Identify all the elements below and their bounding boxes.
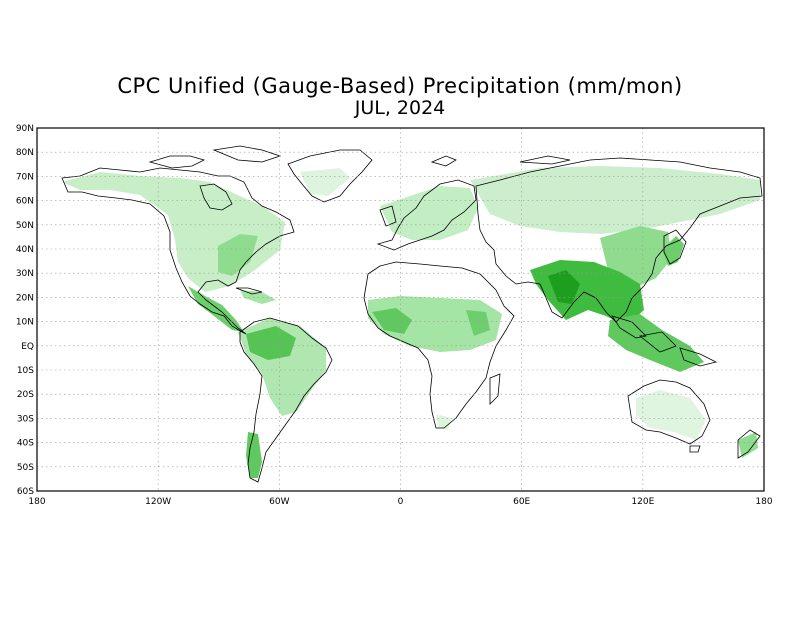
longitude-label: 180 bbox=[28, 497, 45, 507]
map-frame bbox=[36, 127, 765, 492]
latitude-label: 40N bbox=[16, 245, 34, 255]
rain-siberia bbox=[470, 166, 760, 234]
precipitation-layer bbox=[62, 166, 760, 478]
latitude-label: 10S bbox=[17, 366, 34, 376]
latitude-label: 90N bbox=[16, 124, 34, 134]
rain-amazon-core bbox=[246, 326, 296, 360]
latitude-label: 80N bbox=[16, 148, 34, 158]
rain-australia bbox=[636, 390, 706, 440]
coastlines bbox=[61, 145, 763, 483]
latitude-label: 30N bbox=[16, 269, 34, 279]
rain-europe bbox=[380, 186, 478, 240]
longitude-label: 0 bbox=[398, 497, 404, 507]
longitude-label: 120E bbox=[631, 497, 654, 507]
longitude-label: 180 bbox=[755, 497, 772, 507]
latitude-label: 50N bbox=[16, 221, 34, 231]
latitude-label: 60N bbox=[16, 197, 34, 207]
longitude-labels: 180 120W 60W 0 60E 120E 180 bbox=[28, 497, 772, 507]
latitude-labels: 90N 80N 70N 60N 50N 40N 30N 20N 10N EQ 10S 20S 30S 40… bbox=[16, 124, 34, 497]
latitude-label: 70N bbox=[16, 172, 34, 182]
map-subtitle: JUL, 2024 bbox=[354, 97, 446, 119]
latitude-label: 20S bbox=[17, 390, 34, 400]
longitude-label: 60E bbox=[513, 497, 530, 507]
latitude-label: 30S bbox=[17, 414, 34, 424]
rain-west-africa-core bbox=[372, 308, 412, 334]
rain-india-core bbox=[548, 270, 580, 304]
rain-eastern-us bbox=[218, 234, 258, 276]
rain-north-america bbox=[62, 172, 285, 292]
latitude-label: 20N bbox=[16, 293, 34, 303]
rain-greenland bbox=[300, 168, 350, 196]
latitude-label: 40S bbox=[17, 439, 34, 449]
longitude-label: 120W bbox=[145, 497, 171, 507]
rain-chile bbox=[246, 432, 262, 478]
map-title: CPC Unified (Gauge-Based) Precipitation … bbox=[117, 74, 683, 98]
graticule bbox=[37, 128, 764, 491]
rain-maritime bbox=[608, 314, 704, 372]
rain-ethiopia bbox=[466, 310, 490, 336]
latitude-label: 60S bbox=[17, 487, 34, 497]
latitude-label: 10N bbox=[16, 318, 34, 328]
rain-caribbean bbox=[240, 290, 276, 304]
rain-south-africa bbox=[436, 414, 452, 430]
latitude-label: EQ bbox=[21, 342, 34, 352]
longitude-label: 60W bbox=[269, 497, 289, 507]
rain-sahel bbox=[368, 296, 502, 352]
rain-new-zealand bbox=[738, 432, 758, 458]
latitude-label: 50S bbox=[17, 463, 34, 473]
